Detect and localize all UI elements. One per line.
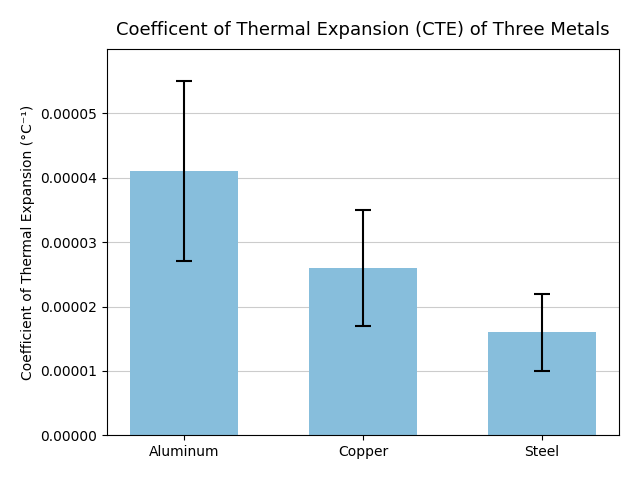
Bar — [309, 268, 417, 435]
Bar — [131, 171, 238, 435]
Y-axis label: Coefficient of Thermal Expansion (°C⁻¹): Coefficient of Thermal Expansion (°C⁻¹) — [21, 105, 35, 380]
Bar — [488, 332, 596, 435]
Title: Coefficent of Thermal Expansion (CTE) of Three Metals: Coefficent of Thermal Expansion (CTE) of… — [116, 21, 610, 39]
